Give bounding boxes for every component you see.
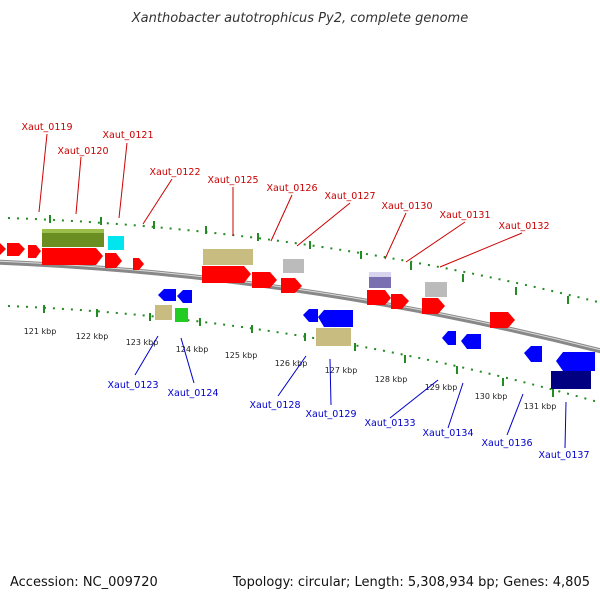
gene-label-top[interactable]: Xaut_0122 (149, 167, 200, 178)
forward-gene-arrow[interactable] (0, 243, 6, 255)
forward-gene-arrow[interactable] (202, 266, 251, 283)
feature-block-navy[interactable] (551, 371, 591, 389)
forward-gene-arrow[interactable] (252, 272, 277, 288)
feature-highlight (369, 272, 391, 277)
gene-label-top[interactable]: Xaut_0132 (498, 221, 549, 232)
reverse-gene-arrow[interactable] (177, 290, 192, 303)
topology-text: Topology: circular; Length: 5,308,934 bp… (232, 575, 590, 590)
genome-backbone (0, 259, 600, 354)
gene-label-top[interactable]: Xaut_0127 (324, 191, 375, 202)
reverse-gene-arrow[interactable] (442, 331, 456, 345)
scale-label: 128 kbp (375, 375, 408, 384)
gene-label-bottom[interactable]: Xaut_0128 (249, 400, 300, 411)
gene-label-bottom[interactable]: Xaut_0129 (305, 409, 356, 420)
forward-gene-arrow[interactable] (391, 294, 409, 309)
scale-label: 124 kbp (176, 345, 209, 354)
forward-gene-arrow[interactable] (42, 248, 103, 265)
gene-label-bottom[interactable]: Xaut_0133 (364, 418, 415, 429)
forward-gene-arrow[interactable] (490, 312, 515, 328)
reverse-gene-arrow[interactable] (303, 309, 318, 322)
feature-block-grey[interactable] (283, 259, 304, 273)
feature-block-khaki[interactable] (316, 328, 351, 346)
feature-block-khaki[interactable] (203, 249, 253, 265)
scale-label: 129 kbp (425, 383, 458, 392)
gene-label-bottom[interactable]: Xaut_0123 (107, 380, 158, 391)
top-gene-labels: Xaut_0119 Xaut_0120 Xaut_0121 Xaut_0122 … (21, 122, 549, 232)
reverse-gene-arrow[interactable] (524, 346, 542, 362)
scale-label: 122 kbp (76, 332, 109, 341)
feature-block-grey[interactable] (425, 282, 447, 297)
bottom-leader-lines (134, 335, 567, 449)
feature-block-green[interactable] (175, 308, 188, 322)
scale-label: 121 kbp (24, 327, 57, 336)
forward-gene-arrow[interactable] (7, 243, 25, 256)
scale-label: 126 kbp (275, 359, 308, 368)
top-leader-lines (38, 133, 523, 268)
gene-label-bottom[interactable]: Xaut_0134 (422, 428, 473, 439)
forward-gene-arrow[interactable] (367, 290, 391, 305)
feature-block-cyan[interactable] (108, 236, 124, 250)
reverse-gene-arrow[interactable] (318, 310, 353, 327)
gene-label-top[interactable]: Xaut_0131 (439, 210, 490, 221)
scale-label: 127 kbp (325, 366, 358, 375)
gene-label-top[interactable]: Xaut_0121 (102, 130, 153, 141)
scale-labels: 121 kbp 122 kbp 123 kbp 124 kbp 125 kbp … (24, 327, 557, 411)
forward-gene-arrow[interactable] (133, 258, 144, 270)
forward-tick-track (7, 217, 599, 303)
forward-gene-arrow[interactable] (105, 253, 122, 268)
gene-label-top[interactable]: Xaut_0130 (381, 201, 432, 212)
reverse-tick-track (7, 305, 599, 403)
feature-block-khaki[interactable] (155, 305, 172, 320)
gene-label-bottom[interactable]: Xaut_0124 (167, 388, 218, 399)
accession-text: Accession: NC_009720 (10, 575, 158, 590)
scale-label: 125 kbp (225, 351, 258, 360)
feature-block-olive[interactable] (42, 229, 104, 247)
forward-gene-arrow[interactable] (28, 245, 41, 258)
forward-strand-features (0, 229, 515, 328)
gene-label-top[interactable]: Xaut_0126 (266, 183, 317, 194)
forward-gene-arrow[interactable] (422, 298, 445, 314)
map-title: Xanthobacter autotrophicus Py2, complete… (131, 11, 468, 26)
reverse-gene-arrow[interactable] (461, 334, 481, 349)
feature-highlight (42, 229, 104, 233)
gene-label-bottom[interactable]: Xaut_0137 (538, 450, 589, 461)
gene-label-top[interactable]: Xaut_0125 (207, 175, 258, 186)
gene-label-bottom[interactable]: Xaut_0136 (481, 438, 532, 449)
bottom-gene-labels: Xaut_0123 Xaut_0124 Xaut_0128 Xaut_0129 … (107, 380, 589, 461)
reverse-gene-arrow[interactable] (158, 289, 176, 301)
gene-label-top[interactable]: Xaut_0120 (57, 146, 108, 157)
major-ticks (43, 215, 569, 397)
reverse-strand-features (155, 289, 595, 389)
forward-gene-arrow[interactable] (281, 278, 302, 293)
scale-label: 123 kbp (126, 338, 159, 347)
reverse-gene-arrow[interactable] (556, 352, 595, 371)
scale-label: 130 kbp (475, 392, 508, 401)
scale-label: 131 kbp (524, 402, 557, 411)
gene-label-top[interactable]: Xaut_0119 (21, 122, 72, 133)
